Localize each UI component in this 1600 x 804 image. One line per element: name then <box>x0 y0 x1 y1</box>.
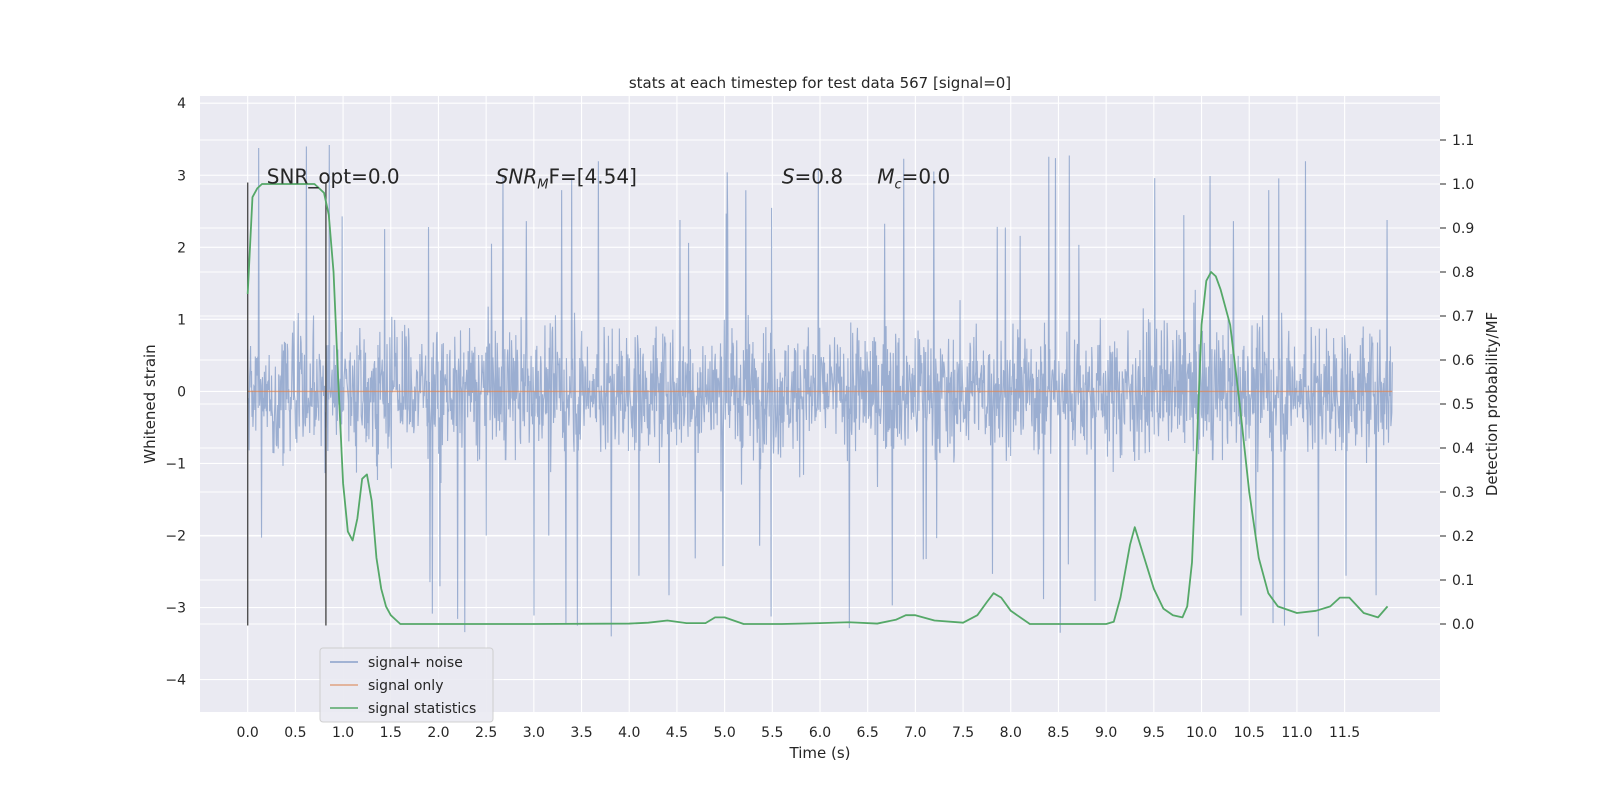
x-tick-label: 7.0 <box>904 725 926 741</box>
y-right-tick-label: 0.0 <box>1452 617 1474 633</box>
y-right-tick-label: 0.5 <box>1452 397 1474 413</box>
annotation-3: Mc=0.0 <box>877 164 950 192</box>
legend-label-signal-only: signal only <box>368 678 443 694</box>
x-tick-label: 3.5 <box>570 725 592 741</box>
y-right-tick-label: 0.6 <box>1452 353 1474 369</box>
x-tick-label: 3.0 <box>523 725 545 741</box>
annotation-1: SNRMF=[4.54] <box>496 164 637 192</box>
x-tick-label: 7.5 <box>952 725 974 741</box>
annotation-0: SNR_opt=0.0 <box>267 164 400 188</box>
legend-label-noise: signal+ noise <box>368 655 463 671</box>
x-tick-label: 6.5 <box>857 725 879 741</box>
x-tick-label: 10.5 <box>1234 725 1265 741</box>
x-tick-label: 5.0 <box>713 725 735 741</box>
x-tick-label: 1.5 <box>380 725 402 741</box>
y-tick-label: 4 <box>177 96 186 112</box>
y-tick-label: 1 <box>177 312 186 328</box>
y-right-axis-label: Detection probability/MF <box>1483 312 1501 496</box>
x-tick-label: 1.0 <box>332 725 354 741</box>
statistics-series <box>246 183 1389 625</box>
x-tick-label: 9.5 <box>1143 725 1165 741</box>
legend: signal+ noise signal only signal statist… <box>319 647 494 723</box>
annotation-2: S=0.8 <box>782 164 843 188</box>
y-tick-label: −1 <box>165 456 186 472</box>
chart-title: stats at each timestep for test data 567… <box>629 74 1011 92</box>
x-tick-label: 8.5 <box>1047 725 1069 741</box>
x-tick-label: 11.5 <box>1329 725 1360 741</box>
vertical-markers <box>246 182 327 626</box>
annotations: SNR_opt=0.0 SNRMF=[4.54] S=0.8 Mc=0.0 <box>267 164 950 192</box>
y-right-tick-label: 0.2 <box>1452 529 1474 545</box>
y-tick-label: 2 <box>177 240 186 256</box>
x-tick-label: 0.5 <box>284 725 306 741</box>
x-tick-label: 2.5 <box>475 725 497 741</box>
x-tick-label: 6.0 <box>809 725 831 741</box>
y-right-tick-label: 0.7 <box>1452 309 1474 325</box>
legend-label-statistics: signal statistics <box>368 701 476 717</box>
y-ticks: −4 −3 −2 −1 0 1 2 3 4 <box>165 96 186 688</box>
y-right-tick-label: 0.4 <box>1452 441 1474 457</box>
y-axis-label: Whitened strain <box>141 344 159 463</box>
y-right-tick-label: 0.1 <box>1452 573 1474 589</box>
x-ticks: 0.0 0.5 1.0 1.5 2.0 2.5 3.0 3.5 4.0 4.5 5.0 5.5 6.0 6… <box>237 725 1361 741</box>
y-right-tick-label: 0.3 <box>1452 485 1474 501</box>
y-tick-label: −2 <box>165 528 186 544</box>
y-tick-label: −3 <box>165 601 186 617</box>
x-tick-label: 11.0 <box>1281 725 1312 741</box>
y-right-tick-label: 0.8 <box>1452 265 1474 281</box>
x-tick-label: 4.0 <box>618 725 640 741</box>
x-axis-label: Time (s) <box>789 744 851 762</box>
x-tick-label: 8.0 <box>1000 725 1022 741</box>
y-tick-label: −4 <box>165 673 186 689</box>
y-right-ticks: 0.0 0.1 0.2 0.3 0.4 0.5 0.6 0.7 0.8 0.9 1.0 1.1 <box>1440 133 1474 633</box>
noise-series <box>247 145 1393 637</box>
y-tick-label: 3 <box>177 168 186 184</box>
x-tick-label: 4.5 <box>666 725 688 741</box>
y-right-tick-label: 0.9 <box>1452 221 1474 237</box>
series-signal-noise <box>247 145 1393 637</box>
legend-frame <box>319 647 494 723</box>
x-tick-label: 10.0 <box>1186 725 1217 741</box>
x-tick-label: 9.0 <box>1095 725 1117 741</box>
y-right-tick-label: 1.0 <box>1452 177 1474 193</box>
x-tick-label: 5.5 <box>761 725 783 741</box>
y-tick-label: 0 <box>177 384 186 400</box>
x-tick-label: 0.0 <box>237 725 259 741</box>
series-signal-statistics <box>246 183 1389 625</box>
x-tick-label: 2.0 <box>427 725 449 741</box>
y-right-tick-label: 1.1 <box>1452 133 1474 149</box>
